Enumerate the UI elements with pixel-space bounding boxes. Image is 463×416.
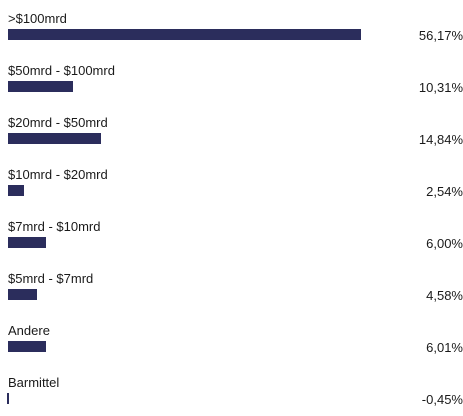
value-label: 56,17%	[418, 28, 463, 43]
bar	[8, 289, 37, 300]
category-label: Barmittel	[8, 375, 60, 390]
category-label: $20mrd - $50mrd	[8, 115, 108, 130]
category-label: $5mrd - $7mrd	[8, 271, 94, 286]
category-label: $50mrd - $100mrd	[8, 63, 115, 78]
bar	[8, 81, 73, 92]
category-label: $7mrd - $10mrd	[8, 219, 101, 234]
value-label: 14,84%	[418, 132, 463, 147]
value-label: 4,58%	[426, 288, 463, 303]
value-label: 6,01%	[426, 340, 463, 355]
category-label: Andere	[8, 323, 50, 338]
category-label: >$100mrd	[8, 11, 67, 26]
bar	[6, 393, 10, 404]
bar	[8, 341, 46, 352]
category-label: $10mrd - $20mrd	[8, 167, 108, 182]
bar	[8, 185, 24, 196]
value-label: 2,54%	[426, 184, 463, 199]
value-label: 10,31%	[418, 80, 463, 95]
value-label: 6,00%	[426, 236, 463, 251]
bar	[8, 237, 46, 248]
bar	[8, 133, 102, 144]
value-label: -0,45%	[421, 392, 463, 407]
bar	[8, 29, 361, 40]
